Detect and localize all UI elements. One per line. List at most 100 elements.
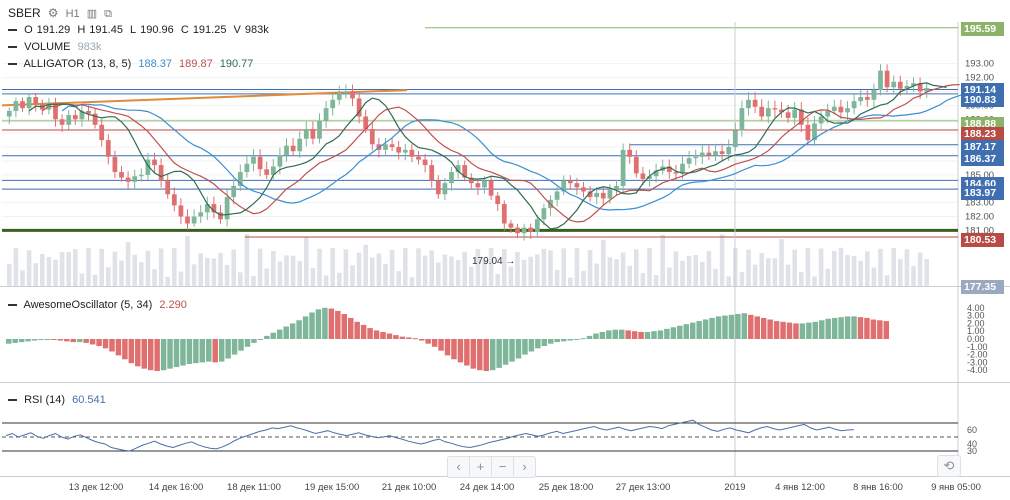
- zoom-in-button[interactable]: +: [469, 457, 491, 476]
- candle: [277, 155, 283, 167]
- alligator-legend[interactable]: ALLIGATOR (13, 8, 5) 188.37 189.87 190.7…: [8, 56, 257, 72]
- volume-bar: [409, 277, 415, 286]
- ao-bar: [6, 339, 12, 344]
- ao-bar: [651, 331, 657, 339]
- pane-divider[interactable]: [0, 382, 1010, 383]
- symbol-label[interactable]: SBER: [8, 6, 41, 20]
- interval-label[interactable]: H1: [65, 8, 80, 20]
- volume-bar: [231, 249, 237, 286]
- alligator-name: ALLIGATOR (13, 8, 5): [23, 58, 132, 70]
- pane-divider[interactable]: [0, 286, 1010, 287]
- volume-bar: [693, 255, 699, 286]
- zoom-out-button[interactable]: −: [491, 457, 513, 476]
- o-label: O: [24, 24, 33, 36]
- ao-bar: [199, 339, 206, 363]
- candle: [105, 140, 111, 157]
- scroll-back-button[interactable]: ‹: [456, 459, 461, 474]
- collapse-icon[interactable]: [8, 63, 17, 66]
- candle: [237, 172, 243, 186]
- rsi-legend[interactable]: RSI (14) 60.541: [8, 392, 110, 408]
- volume-bar: [336, 272, 342, 286]
- ao-bar: [554, 339, 560, 343]
- volume-bar: [237, 272, 243, 286]
- volume-bar: [132, 254, 138, 286]
- alligator-teeth-line: [41, 84, 960, 223]
- chart-type-icon[interactable]: ▥: [86, 8, 98, 20]
- ao-bar: [509, 339, 515, 362]
- ao-bar: [644, 331, 651, 339]
- candle: [158, 165, 164, 181]
- candle: [633, 156, 639, 174]
- ao-bar: [477, 339, 483, 371]
- ao-bar: [677, 325, 683, 339]
- candle: [416, 156, 421, 160]
- alligator-lips-line: [28, 82, 947, 230]
- reset-chart-button[interactable]: ⟲: [937, 455, 961, 477]
- candle: [185, 216, 190, 224]
- ao-bar: [289, 323, 296, 339]
- volume-bar: [317, 248, 322, 286]
- compare-icon[interactable]: ⧉: [104, 8, 113, 20]
- volume-bar: [719, 234, 725, 286]
- collapse-icon[interactable]: [8, 46, 17, 49]
- scroll-forward-button[interactable]: ›: [513, 457, 535, 476]
- volume-bar: [462, 251, 468, 286]
- ao-bar: [264, 335, 270, 339]
- volume-bar: [858, 260, 864, 286]
- candle: [864, 97, 870, 100]
- ao-bar: [870, 319, 877, 339]
- volume-bar: [330, 248, 336, 286]
- volume-legend[interactable]: VOLUME 983k: [8, 39, 105, 55]
- o-value: 191.29: [36, 24, 71, 36]
- price-tick-label: 182.00: [965, 212, 994, 223]
- volume-bar: [277, 261, 283, 286]
- volume-bar: [911, 265, 916, 286]
- volume-bar: [594, 263, 600, 286]
- volume-bar: [86, 248, 91, 286]
- collapse-icon[interactable]: [8, 29, 17, 32]
- candle: [264, 169, 270, 175]
- candle: [204, 204, 210, 213]
- volume-bar: [561, 248, 567, 286]
- volume-bar: [633, 249, 639, 286]
- gear-icon[interactable]: ⚙: [47, 6, 59, 20]
- candle: [270, 166, 276, 175]
- candle: [66, 115, 72, 125]
- ao-bar: [844, 316, 851, 339]
- ao-value: 2.290: [159, 299, 187, 311]
- volume-bar: [706, 250, 712, 286]
- candle: [33, 97, 39, 104]
- candle: [534, 219, 540, 232]
- candle: [449, 172, 454, 184]
- ao-legend[interactable]: AwesomeOscillator (5, 34) 2.290: [8, 297, 191, 313]
- candle: [409, 149, 415, 157]
- candle: [323, 108, 329, 121]
- candle: [72, 115, 78, 120]
- volume-bar: [534, 254, 540, 286]
- ao-bar: [193, 339, 199, 364]
- volume-bar: [264, 268, 270, 286]
- ao-bar: [96, 339, 102, 347]
- ao-bar: [218, 339, 225, 362]
- volume-bar: [897, 259, 903, 286]
- ao-bar: [548, 339, 554, 344]
- collapse-icon[interactable]: [8, 399, 17, 402]
- ao-bar: [748, 314, 754, 339]
- candle: [878, 70, 883, 91]
- ao-name: AwesomeOscillator (5, 34): [23, 299, 153, 311]
- collapse-icon[interactable]: [8, 304, 17, 307]
- volume-bar: [39, 254, 45, 286]
- ao-bar: [760, 317, 767, 339]
- candle: [501, 204, 507, 224]
- volume-bar: [99, 248, 105, 286]
- time-tick-label: 8 янв 16:00: [853, 482, 903, 493]
- zoom-toolbar: ‹ + − ›: [447, 456, 536, 478]
- volume-bar: [713, 268, 718, 286]
- candle: [488, 180, 494, 196]
- volume-bar: [917, 252, 923, 286]
- volume-bar: [680, 260, 685, 286]
- alligator-lips-value: 190.77: [219, 58, 254, 70]
- volume-bar: [838, 247, 844, 286]
